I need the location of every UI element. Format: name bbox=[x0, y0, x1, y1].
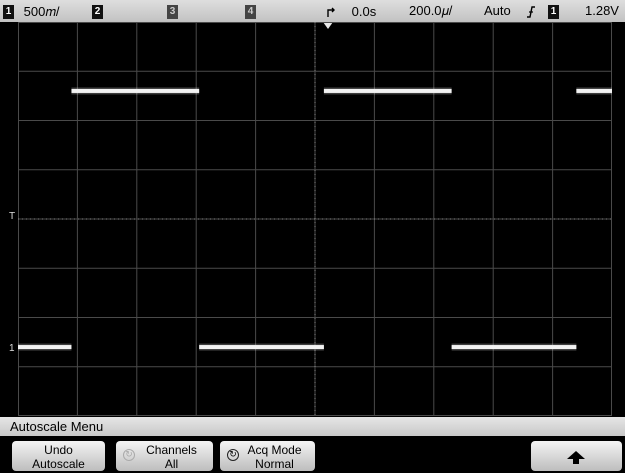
softkey-1-line2: Autoscale bbox=[32, 457, 85, 471]
channel-4-indicator[interactable]: 4 bbox=[245, 0, 256, 22]
trigger-source-indicator[interactable]: 1 bbox=[548, 0, 559, 22]
waveform-segment-high bbox=[71, 88, 200, 93]
channels-softkey[interactable]: ↻ Channels All bbox=[116, 441, 213, 471]
waveform-noise-band bbox=[323, 87, 452, 95]
menu-up-softkey[interactable] bbox=[531, 441, 622, 471]
softkey-2-line2: All bbox=[164, 457, 179, 471]
trigger-time-marker-icon bbox=[323, 22, 333, 29]
channel-1-waveform bbox=[18, 87, 612, 351]
waveform-segment-low bbox=[18, 345, 72, 350]
graticule-grid bbox=[18, 22, 612, 416]
waveform-segment-high bbox=[323, 88, 452, 93]
waveform-segment-high bbox=[576, 88, 612, 93]
rising-edge-icon bbox=[527, 5, 535, 18]
waveform-segment-low bbox=[199, 345, 324, 350]
channel-2-badge: 2 bbox=[92, 4, 103, 19]
waveform-noise-band bbox=[451, 343, 577, 351]
softkey-3-line2: Normal bbox=[255, 457, 294, 471]
trigger-level-value[interactable]: 1.28V bbox=[585, 3, 619, 18]
acq-mode-softkey[interactable]: ↻ Acq Mode Normal bbox=[220, 441, 315, 471]
channel-4-badge: 4 bbox=[245, 4, 256, 19]
undo-autoscale-softkey[interactable]: Undo Autoscale bbox=[12, 441, 105, 471]
waveform-noise-band bbox=[576, 87, 612, 95]
trigger-mode-value[interactable]: Auto bbox=[484, 3, 511, 18]
softkey-1-line1: Undo bbox=[44, 443, 73, 457]
softkey-2-line1: Channels bbox=[146, 443, 197, 457]
channel-3-badge: 3 bbox=[167, 4, 178, 19]
channel-1-badge: 1 bbox=[3, 4, 14, 19]
channel-1-indicator[interactable]: 1 500𝑚/ bbox=[3, 0, 59, 22]
channel-1-scale: 500𝑚/ bbox=[23, 3, 60, 19]
trigger-level-marker[interactable]: T bbox=[9, 211, 16, 222]
waveform-noise-band bbox=[18, 343, 72, 351]
waveform-noise-band bbox=[71, 87, 200, 95]
status-bar: 1 500𝑚/ 2 3 4 0.0s 200.0𝜇/ Auto 1 1.28V bbox=[0, 0, 625, 22]
channel-2-indicator[interactable]: 2 bbox=[92, 0, 103, 22]
waveform-display[interactable] bbox=[18, 22, 612, 416]
entry-knob-icon: ↻ bbox=[227, 449, 239, 461]
up-arrow-icon bbox=[567, 451, 585, 464]
trigger-position-indicator[interactable]: 0.0s bbox=[326, 0, 376, 22]
entry-knob-icon: ↻ bbox=[123, 449, 135, 461]
trigger-source-badge: 1 bbox=[548, 4, 559, 19]
trigger-position-value: 0.0s bbox=[351, 3, 377, 19]
waveform-noise-band bbox=[199, 343, 324, 351]
softkey-bar: Undo Autoscale ↻ Channels All ↻ Acq Mode… bbox=[0, 436, 625, 473]
waveform-segment-low bbox=[451, 345, 577, 350]
menu-title: Autoscale Menu bbox=[0, 417, 625, 436]
trigger-delay-icon bbox=[327, 7, 335, 17]
channel-3-indicator[interactable]: 3 bbox=[167, 0, 178, 22]
channel-1-ground-marker[interactable]: 1 bbox=[9, 343, 15, 354]
softkey-3-line1: Acq Mode bbox=[247, 443, 302, 457]
time-scale-value[interactable]: 200.0𝜇/ bbox=[409, 3, 453, 18]
trigger-slope-indicator[interactable] bbox=[526, 0, 536, 22]
